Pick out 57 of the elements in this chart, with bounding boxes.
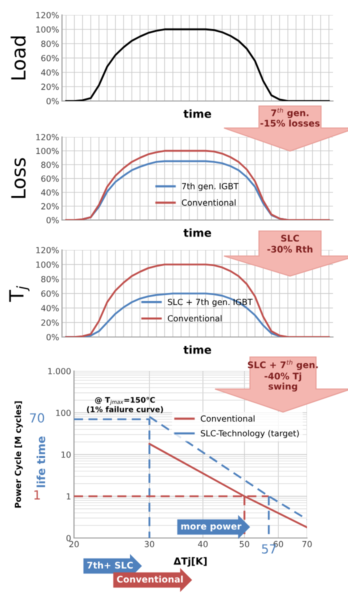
y-tick-label: 1.000	[48, 368, 71, 374]
y-tick-label: 1	[66, 493, 70, 500]
y-tick-label: 100%	[36, 148, 59, 154]
y-tick-label: 40%	[41, 69, 59, 76]
y-tick-label: 20%	[41, 319, 59, 326]
text: 57	[262, 544, 276, 554]
y-tick-label: 0%	[46, 334, 59, 340]
y-tick-label: 20%	[41, 203, 59, 210]
y-axis-title: T$_{j}$	[9, 286, 30, 302]
y-tick-label: 40%	[41, 304, 59, 312]
x-tick-label: 20	[69, 540, 79, 548]
annotation: more power	[181, 524, 242, 532]
y-tick-label: 60%	[41, 54, 59, 62]
y-tick-label: 80%	[41, 276, 59, 282]
x-tick-label: 70	[302, 540, 312, 548]
y-tick-label: 10	[62, 451, 71, 458]
x-tick-label: 40	[198, 540, 208, 548]
y-axis-title: Power Cycle [M cycles]	[14, 401, 23, 508]
y-tick-label: 60%	[41, 175, 59, 182]
legend-label: Conventional	[200, 415, 254, 422]
text: SLC	[281, 234, 299, 242]
text: -15% losses	[260, 120, 320, 127]
text: 70	[30, 413, 44, 423]
x-axis-title: ΔTj[K]	[174, 557, 207, 567]
y-tick-label: 120%	[36, 134, 59, 140]
text: 7$^{th}$ gen.	[271, 108, 308, 118]
y-tick-label: 60%	[41, 290, 59, 297]
annotation: -40% Tj swing	[264, 372, 302, 392]
x-axis-title: time	[184, 109, 212, 118]
y-tick-label: 100%	[36, 26, 59, 33]
legend-label: Conventional	[168, 315, 222, 322]
y-tick-label: 0%	[46, 216, 59, 224]
x-tick-label: 30	[144, 540, 154, 548]
text: Conventional	[116, 576, 183, 583]
y-tick-label: 120%	[36, 12, 59, 18]
y-tick-label: 80%	[41, 162, 59, 168]
y-tick-label: 100%	[36, 261, 59, 268]
x-tick-label: 60	[274, 540, 284, 548]
text: life time	[36, 436, 46, 488]
y-axis-title: Load	[10, 36, 26, 80]
text: SLC + 7$^{th}$ gen.	[248, 360, 318, 370]
text: 7th+ SLC	[87, 562, 133, 569]
annotation: -30% Rth	[267, 246, 312, 253]
y-tick-label: 80%	[41, 40, 59, 47]
legend-label: SLC-Technology (target)	[200, 430, 299, 438]
y-axis-title: Loss	[11, 158, 26, 198]
x-axis-title: time	[184, 345, 212, 354]
legend-label: Conventional	[182, 199, 236, 206]
y-tick-label: 120%	[36, 246, 59, 254]
y-tick-label: 0%	[46, 98, 59, 104]
y-tick-label: 0	[66, 534, 71, 542]
y-tick-label: 100	[56, 410, 71, 416]
x-tick-label: 50	[240, 540, 250, 548]
x-axis-title: time	[184, 228, 212, 237]
y-tick-label: 40%	[41, 189, 59, 196]
y-tick-label: 20%	[41, 84, 59, 90]
legend-label: 7th gen. IGBT	[182, 182, 239, 191]
